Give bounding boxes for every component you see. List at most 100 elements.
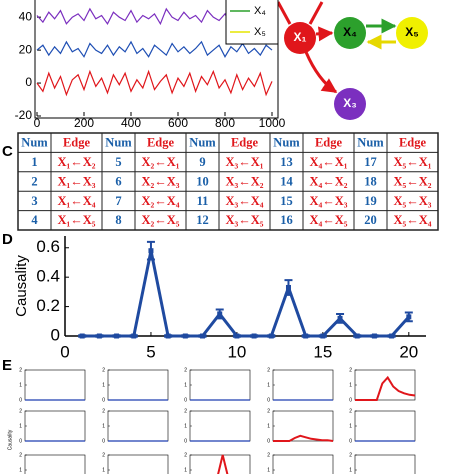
panel-frame bbox=[107, 410, 169, 442]
y-tick-label: 2 bbox=[102, 408, 105, 414]
marker bbox=[217, 311, 223, 317]
node bbox=[284, 22, 316, 54]
panel-frame bbox=[354, 369, 416, 401]
table-cell: X₄←X₂ bbox=[309, 174, 347, 188]
node-label: X₁ bbox=[294, 30, 307, 44]
table-cell: Num bbox=[105, 136, 132, 150]
table-cell: X₂←X₃ bbox=[141, 174, 179, 188]
x-tick-label: 20 bbox=[399, 342, 418, 361]
marker bbox=[79, 333, 85, 339]
panel-label: E bbox=[2, 357, 12, 374]
x-tick-label: 600 bbox=[168, 116, 188, 130]
plot-frame bbox=[34, 0, 279, 119]
table-cell: 15 bbox=[280, 194, 293, 208]
y-tick-label: 1 bbox=[19, 467, 22, 473]
panel-line bbox=[273, 434, 334, 442]
table-cell: 8 bbox=[115, 213, 121, 227]
table-cell: 6 bbox=[115, 174, 121, 188]
y-tick-label: 0.4 bbox=[36, 267, 60, 286]
table-cell: X₃←X₄ bbox=[225, 194, 263, 208]
marker bbox=[200, 333, 206, 339]
series-line bbox=[36, 40, 273, 58]
table-cell: X₅←X₄ bbox=[393, 213, 431, 227]
y-tick-label: 0.2 bbox=[36, 296, 60, 315]
y-tick-label: 2 bbox=[267, 452, 270, 458]
marker bbox=[165, 333, 171, 339]
series-line bbox=[82, 250, 410, 338]
node-label: X₄ bbox=[343, 25, 357, 39]
y-tick-label: 1 bbox=[349, 423, 352, 429]
y-tick-label: 1 bbox=[349, 382, 352, 388]
y-tick-label: 1 bbox=[349, 467, 352, 473]
panel-label: D bbox=[2, 231, 13, 248]
y-tick-label: 2 bbox=[349, 452, 352, 458]
panel-line bbox=[355, 375, 416, 401]
edge bbox=[308, 1, 324, 25]
legend-label: X₅ bbox=[254, 26, 266, 38]
marker bbox=[354, 333, 360, 339]
table-cell: X₂←X₅ bbox=[141, 213, 179, 227]
table-cell: Num bbox=[21, 136, 48, 150]
panel-frame bbox=[354, 454, 416, 474]
marker bbox=[389, 333, 395, 339]
table-cell: 1 bbox=[31, 155, 37, 169]
y-tick-label: 1 bbox=[102, 423, 105, 429]
y-tick-label: 1 bbox=[102, 467, 105, 473]
node-label: X₅ bbox=[405, 25, 419, 39]
network-diagram: X₁ X₄ X₅ X₃ bbox=[276, 1, 428, 120]
table-cell: Edge bbox=[399, 136, 427, 150]
table-cell: X₁←X₅ bbox=[57, 213, 95, 227]
panel-frame bbox=[107, 369, 169, 401]
x-tick-label: 5 bbox=[146, 342, 155, 361]
marker bbox=[285, 284, 291, 290]
table-cell: 7 bbox=[115, 194, 121, 208]
table-cell: 5 bbox=[115, 155, 121, 169]
y-tick-label: -20 bbox=[15, 108, 33, 122]
table-cell: 17 bbox=[364, 155, 377, 169]
table-cell: X₁←X₄ bbox=[57, 194, 95, 208]
y-tick-label: 1 bbox=[184, 382, 187, 388]
y-tick-label: 0 bbox=[267, 438, 270, 444]
y-tick-label: 2 bbox=[19, 367, 22, 373]
y-tick-label: 2 bbox=[102, 452, 105, 458]
panel-frame bbox=[189, 410, 251, 442]
table-cell: X₂←X₁ bbox=[141, 155, 179, 169]
y-tick-label: 1 bbox=[184, 467, 187, 473]
y-tick-label: 40 bbox=[19, 9, 33, 23]
y-tick-label: 2 bbox=[267, 367, 270, 373]
y-tick-label: 0 bbox=[25, 75, 32, 89]
table-cell: 20 bbox=[364, 213, 377, 227]
table-cell: Num bbox=[189, 136, 216, 150]
table-cell: Num bbox=[357, 136, 384, 150]
table-cell: X₃←X₂ bbox=[225, 174, 263, 188]
panel-frame bbox=[272, 369, 334, 401]
table-cell: Edge bbox=[147, 136, 175, 150]
marker bbox=[268, 333, 274, 339]
panel-frame bbox=[24, 454, 86, 474]
y-tick-label: 2 bbox=[19, 408, 22, 414]
table-cell: 2 bbox=[31, 174, 37, 188]
node bbox=[334, 88, 366, 120]
marker bbox=[148, 248, 154, 254]
table-cell: X₅←X₃ bbox=[393, 194, 431, 208]
table-cell: 16 bbox=[280, 213, 293, 227]
legend-label: X₄ bbox=[254, 5, 266, 17]
marker bbox=[131, 333, 137, 339]
table-cell: X₃←X₅ bbox=[225, 213, 263, 227]
y-tick-label: 0 bbox=[184, 397, 187, 403]
y-tick-label: 2 bbox=[184, 408, 187, 414]
small-multiples: 0120120120120120120120120120120120120120… bbox=[7, 367, 416, 474]
y-tick-label: 0 bbox=[19, 438, 22, 444]
table-cell: 11 bbox=[197, 194, 209, 208]
x-tick-label: 0 bbox=[34, 116, 41, 130]
y-tick-label: 0 bbox=[102, 438, 105, 444]
edge bbox=[304, 51, 338, 94]
y-tick-label: 2 bbox=[267, 408, 270, 414]
y-tick-label: 2 bbox=[19, 452, 22, 458]
y-axis-label: Causality bbox=[7, 429, 13, 450]
table-cell: Edge bbox=[63, 136, 91, 150]
marker bbox=[182, 333, 188, 339]
y-tick-label: 0 bbox=[184, 438, 187, 444]
marker bbox=[96, 333, 102, 339]
